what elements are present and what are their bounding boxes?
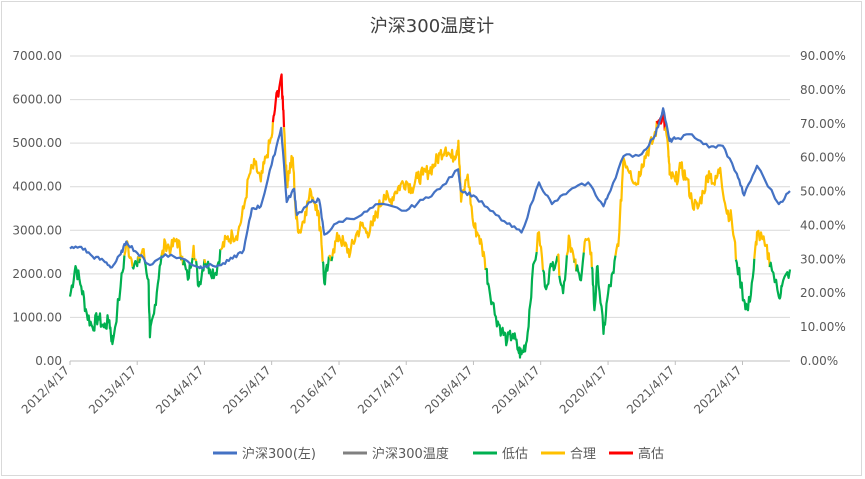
left-tick-label: 1000.00: [12, 310, 62, 324]
fair-zone-segment: [220, 122, 274, 251]
right-axis: 0.00% 10.00% 20.00% 30.00% 40.00% 50.00% 60.00…: [800, 49, 846, 368]
fair-zone-segment: [160, 237, 183, 261]
x-tick-label: 2012/4/17: [19, 363, 72, 416]
x-tick-label: 2013/4/17: [86, 363, 139, 416]
plot-area: [68, 73, 792, 359]
fair-zone-segment: [331, 139, 487, 270]
fair-zone-segment: [663, 126, 737, 260]
index-line: [69, 107, 791, 270]
fair-zone-segment: [194, 258, 198, 262]
low-zone-segment: [558, 255, 568, 295]
right-tick-label: 60.00%: [800, 151, 846, 165]
gridlines: [70, 55, 790, 362]
x-tick-label: 2022/4/17: [691, 363, 744, 416]
fair-zone-segment: [565, 234, 576, 263]
x-tick-label: 2020/4/17: [557, 363, 610, 416]
left-tick-label: 0.00: [35, 354, 62, 368]
legend-label: 高估: [638, 446, 664, 462]
right-tick-label: 70.00%: [800, 117, 846, 131]
low-zone-segment: [143, 255, 163, 339]
low-zone-segment: [575, 252, 585, 282]
low-zone-segment: [734, 258, 756, 312]
right-tick-label: 40.00%: [800, 218, 846, 232]
left-tick-label: 7000.00: [12, 49, 62, 63]
low-zone-segment: [321, 256, 330, 286]
x-tick-label: 2016/4/17: [288, 363, 341, 416]
low-zone-segment: [182, 257, 194, 281]
x-axis: 2012/4/17 2013/4/17 2014/4/17 2015/4/17 2016…: [19, 360, 790, 417]
fair-zone-segment: [203, 259, 207, 264]
fair-zone-segment: [753, 229, 771, 268]
right-tick-label: 80.00%: [800, 83, 846, 97]
left-axis: 0.00 1000.00 2000.00 3000.00 4000.00 5000.00 6…: [12, 49, 62, 368]
legend-label: 沪深300温度: [372, 446, 449, 462]
legend-label: 合理: [570, 447, 596, 462]
fair-zone-segment: [191, 244, 196, 260]
right-tick-label: 90.00%: [800, 49, 846, 63]
left-tick-label: 3000.00: [12, 223, 62, 237]
low-zone-segment: [138, 258, 142, 264]
left-tick-label: 2000.00: [12, 267, 62, 281]
low-zone-segment: [68, 255, 126, 346]
right-tick-label: 0.00%: [800, 354, 838, 368]
x-tick-label: 2021/4/17: [624, 363, 677, 416]
fair-zone-segment: [282, 127, 324, 262]
legend: 沪深300(左) 沪深300温度 低估 合理 高估: [213, 446, 664, 462]
fair-zone-segment: [582, 237, 593, 268]
low-zone-segment: [330, 256, 334, 262]
x-tick-label: 2015/4/17: [220, 363, 273, 416]
chart-title: 沪深300温度计: [370, 16, 494, 37]
right-tick-label: 20.00%: [800, 286, 846, 300]
low-zone-segment: [204, 249, 222, 280]
low-zone-segment: [131, 256, 140, 270]
left-tick-label: 4000.00: [12, 180, 62, 194]
fair-zone-segment: [123, 240, 134, 267]
legend-label: 低估: [502, 447, 528, 462]
right-tick-label: 10.00%: [800, 320, 846, 334]
low-zone-segment: [590, 255, 617, 335]
high-zone-segment: [271, 73, 286, 128]
x-tick-label: 2018/4/17: [422, 363, 475, 416]
x-tick-label: 2019/4/17: [489, 363, 542, 416]
right-tick-label: 30.00%: [800, 252, 846, 266]
left-tick-label: 5000.00: [12, 136, 62, 150]
low-zone-segment: [484, 251, 538, 359]
low-zone-segment: [541, 255, 559, 291]
x-tick-label: 2014/4/17: [153, 363, 206, 416]
right-tick-label: 50.00%: [800, 185, 846, 199]
left-tick-label: 6000.00: [12, 93, 62, 107]
fair-zone-segment: [535, 231, 544, 271]
legend-label: 沪深300(左): [242, 446, 316, 462]
fair-zone-segment: [556, 253, 561, 276]
x-tick-label: 2017/4/17: [355, 363, 408, 416]
low-zone-segment: [195, 259, 206, 288]
low-zone-segment: [768, 261, 792, 300]
